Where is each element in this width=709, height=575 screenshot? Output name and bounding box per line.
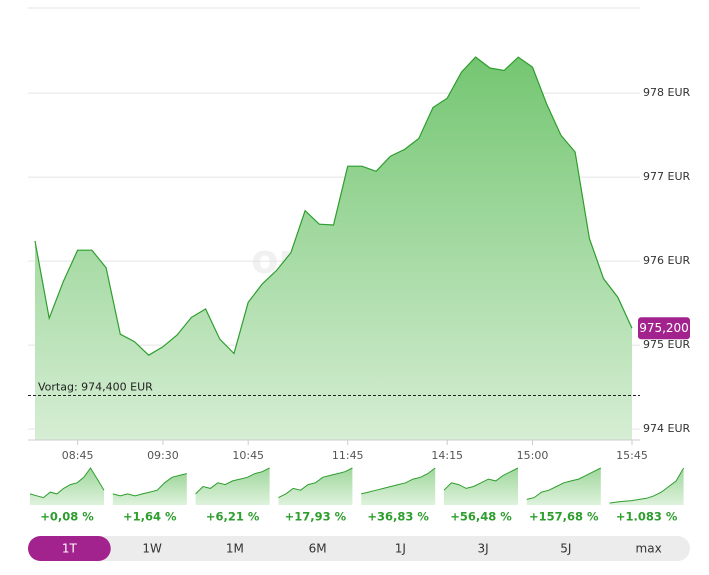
sparkline-fill (112, 473, 187, 505)
x-tick-label: 14:15 (431, 449, 463, 462)
period-button[interactable] (525, 536, 608, 561)
x-tick-label: 08:45 (62, 449, 94, 462)
sparkline-fill (195, 468, 270, 505)
y-tick-label: 974 EUR (643, 422, 690, 435)
period-button[interactable] (359, 536, 442, 561)
period-button[interactable] (442, 536, 525, 561)
period-change: +56,48 % (450, 510, 512, 524)
y-tick-label: 976 EUR (643, 254, 690, 267)
period-bar (28, 536, 690, 561)
price-line (34, 56, 633, 356)
sparkline (609, 467, 685, 504)
x-tick-label: 10:45 (232, 449, 264, 462)
sparkline (443, 467, 519, 491)
period-change: +17,93 % (285, 510, 347, 524)
sparkline (29, 467, 105, 499)
x-tick-label: 11:45 (332, 449, 364, 462)
x-tick-label: 15:45 (616, 449, 648, 462)
period-button[interactable] (28, 536, 111, 561)
area-fill (35, 57, 632, 440)
y-tick-label: 977 EUR (643, 170, 690, 183)
period-button[interactable] (607, 536, 690, 561)
period-change: +36,83 % (367, 510, 429, 524)
last-price-label: 975,200 (639, 321, 689, 335)
y-tick-label: 978 EUR (643, 86, 690, 99)
x-tick-label: 09:30 (147, 449, 179, 462)
sparkline (278, 467, 353, 499)
period-button[interactable] (194, 536, 277, 561)
sparkline-fill (278, 468, 353, 505)
sparkline (526, 467, 602, 500)
period-change: +0,08 % (40, 510, 94, 524)
period-button[interactable] (276, 536, 359, 561)
sparkline-fill (361, 468, 436, 505)
sparkline (361, 467, 436, 495)
y-tick-label: 975 EUR (643, 338, 690, 351)
sparkline-fill (444, 468, 518, 505)
period-change: +157,68 % (529, 510, 599, 524)
period-button[interactable] (111, 536, 194, 561)
period-change: +6,21 % (206, 510, 260, 524)
period-change: +1,64 % (123, 510, 177, 524)
last-price-badge (638, 317, 690, 340)
period-change: +1.083 % (616, 510, 678, 524)
x-tick-label: 15:00 (517, 449, 549, 462)
sparkline (112, 473, 187, 497)
sparkline (195, 467, 270, 495)
reference-label: Vortag: 974,400 EUR (38, 380, 153, 393)
sparkline-fill (609, 468, 684, 505)
